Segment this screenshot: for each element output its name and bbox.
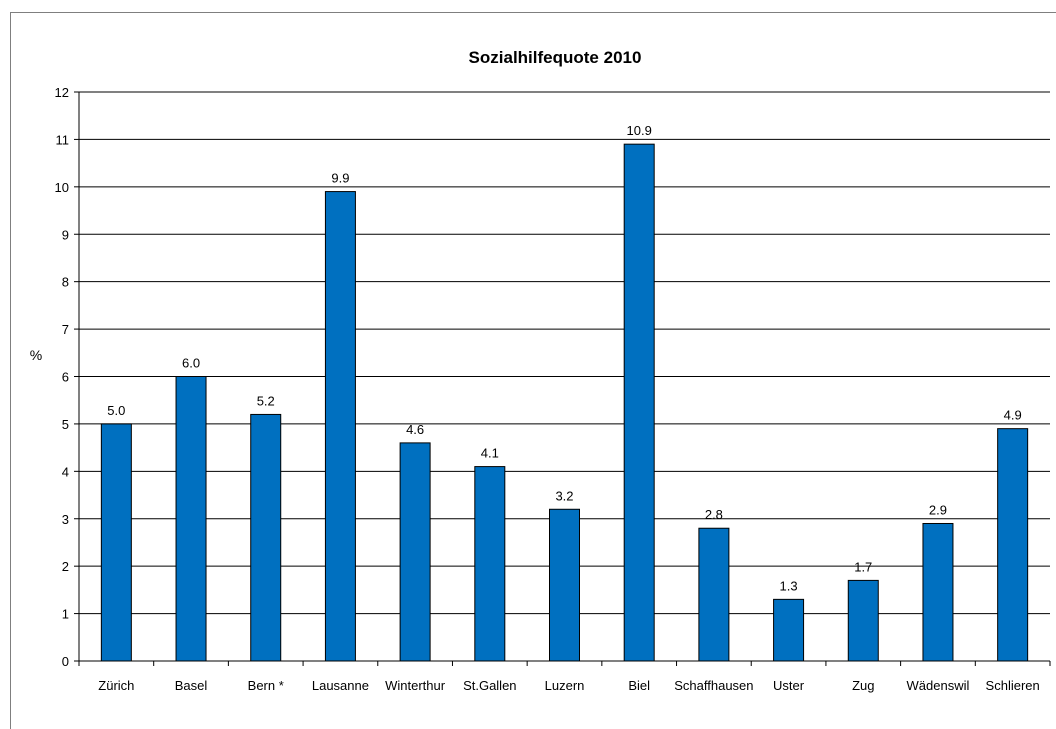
x-tick-label: Biel (628, 678, 650, 693)
data-label: 5.2 (257, 393, 275, 408)
x-tick-label: Zug (852, 678, 874, 693)
y-tick-label: 9 (62, 227, 69, 242)
x-tick-label: Uster (773, 678, 805, 693)
data-label: 9.9 (331, 171, 349, 186)
y-tick-label: 11 (56, 132, 70, 147)
data-label: 4.9 (1004, 408, 1022, 423)
bar (922, 522, 954, 662)
bar (399, 442, 431, 662)
bar (773, 598, 805, 662)
y-tick-label: 2 (62, 559, 69, 574)
y-tick-label: 6 (62, 370, 69, 385)
x-tick-label: Schaffhausen (674, 678, 753, 693)
data-label: 6.0 (182, 356, 200, 371)
bar (100, 423, 132, 662)
y-tick-label: 4 (62, 464, 69, 479)
data-label: 1.3 (780, 578, 798, 593)
x-tick-label: St.Gallen (463, 678, 516, 693)
bar (623, 143, 655, 662)
y-axis-label: % (30, 347, 42, 363)
y-tick-label: 7 (62, 322, 69, 337)
x-tick-label: Lausanne (312, 678, 369, 693)
data-label: 4.1 (481, 446, 499, 461)
bar (997, 428, 1029, 662)
y-tick-label: 8 (62, 275, 69, 290)
x-tick-label: Winterthur (385, 678, 446, 693)
bar (549, 508, 580, 662)
bar (250, 413, 282, 662)
bar (847, 579, 879, 662)
chart-frame (10, 12, 1056, 729)
data-label: 10.9 (627, 123, 652, 138)
bars (100, 143, 1029, 662)
x-tick-label: Zürich (98, 678, 134, 693)
y-tick-label: 0 (62, 654, 69, 669)
data-label: 2.9 (929, 502, 947, 517)
chart-title: Sozialhilfequote 2010 (469, 48, 642, 67)
bar (175, 376, 207, 662)
y-tick-label: 3 (62, 512, 69, 527)
data-label: 2.8 (705, 507, 723, 522)
bar (698, 527, 730, 662)
data-label: 1.7 (854, 559, 872, 574)
data-labels: 5.0 6.0 5.2 9.9 4.6 4.1 3.2 10.9 2.8 1.3 1.7 2.9 4.9 (107, 123, 1021, 593)
y-tick-label: 12 (55, 85, 69, 100)
bar (324, 191, 356, 662)
data-label: 5.0 (107, 403, 125, 418)
bar (474, 466, 506, 662)
data-label: 3.2 (555, 488, 573, 503)
x-tick-label: Luzern (545, 678, 585, 693)
y-tick-label: 1 (62, 607, 69, 622)
x-tick-label: Bern * (248, 678, 284, 693)
x-tick-label: Wädenswil (907, 678, 970, 693)
y-tick-label: 5 (62, 417, 69, 432)
x-tick-label: Basel (175, 678, 208, 693)
x-tick-label: Schlieren (986, 678, 1040, 693)
y-tick-label: 10 (55, 180, 69, 195)
data-label: 4.6 (406, 422, 424, 437)
